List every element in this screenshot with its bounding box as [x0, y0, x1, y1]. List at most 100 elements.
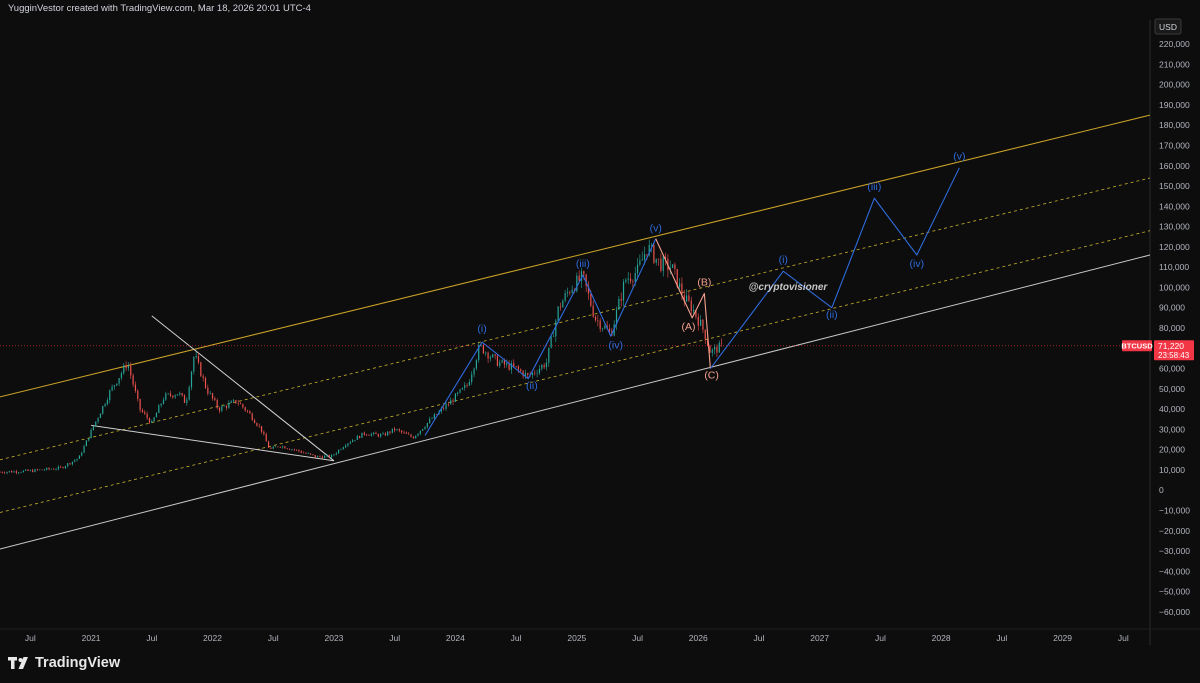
- candle-body: [548, 347, 550, 363]
- y-tick-label: −30,000: [1159, 546, 1190, 556]
- candle-body: [445, 404, 447, 409]
- candle-body: [536, 373, 538, 374]
- candle-body: [478, 345, 480, 361]
- candle-body: [18, 472, 20, 474]
- candle-body: [195, 356, 197, 358]
- candle-body: [466, 385, 468, 386]
- candle-body: [48, 467, 50, 470]
- wave-label[interactable]: (C): [704, 370, 719, 382]
- candle-body: [695, 309, 697, 317]
- wave-label[interactable]: (v): [953, 151, 965, 163]
- candle-body: [298, 449, 300, 452]
- footer-brand[interactable]: TradingView: [8, 655, 120, 671]
- candle-body: [267, 441, 270, 448]
- candle-body: [139, 398, 141, 410]
- candle-body: [90, 430, 92, 439]
- wave-label[interactable]: (iii): [576, 258, 590, 270]
- channel-line-lower[interactable]: [0, 254, 1150, 550]
- candle-body: [655, 258, 657, 263]
- candle-body: [55, 469, 57, 470]
- candle-body: [97, 417, 99, 422]
- last-price-tag: BTCUSD 71,220 23:58:43: [1121, 340, 1194, 361]
- currency-button[interactable]: USD: [1154, 18, 1182, 35]
- candle-body: [391, 428, 393, 433]
- trend-line-ascending[interactable]: [91, 424, 335, 462]
- x-tick-label: 2026: [689, 633, 708, 643]
- wave-label[interactable]: (iv): [910, 258, 925, 270]
- candle-body: [246, 410, 249, 412]
- y-tick-label: −40,000: [1159, 566, 1190, 576]
- impulse-wave-path[interactable]: [424, 238, 657, 436]
- wave-label[interactable]: (i): [477, 323, 486, 335]
- wave-label[interactable]: (A): [682, 321, 696, 333]
- wave-label[interactable]: (v): [650, 223, 662, 235]
- candle-body: [256, 423, 258, 426]
- candle-body: [459, 389, 461, 393]
- candle-body: [625, 279, 627, 282]
- trend-line-descending[interactable]: [151, 315, 335, 462]
- time-axis[interactable]: Jul 2021 Jul 2022 Jul 2023 Jul 2024 Jul 2025 Jul 20…: [25, 633, 1129, 643]
- candle-body: [494, 354, 496, 356]
- candle-body: [216, 400, 218, 408]
- channel-line-mid-lower[interactable]: [0, 230, 1150, 513]
- candle-body: [520, 369, 522, 372]
- candle-body: [485, 352, 487, 354]
- candle-body: [155, 413, 158, 418]
- candle-body: [230, 401, 232, 404]
- watermark-text: @cryptovisioner: [749, 282, 829, 293]
- candle-body: [475, 360, 478, 369]
- candle-body: [92, 426, 95, 431]
- x-tick-label: Jul: [268, 633, 279, 643]
- plot-area[interactable]: @cryptovisioner (i) (ii) (iii) (iv) (v) (A) (B…: [0, 114, 1150, 550]
- wave-label[interactable]: (ii): [526, 380, 538, 392]
- candle-body: [662, 256, 664, 271]
- candle-body: [53, 468, 55, 470]
- candle-body: [169, 393, 172, 396]
- candle-body: [594, 316, 597, 321]
- price-axis[interactable]: 220,000 210,000 200,000 190,000 180,000 170,0…: [1159, 39, 1190, 617]
- wave-label[interactable]: (iii): [867, 181, 881, 193]
- candle-body: [237, 403, 239, 404]
- wave-label[interactable]: (B): [697, 276, 711, 288]
- candle-body: [697, 316, 699, 326]
- wave-label[interactable]: (iv): [608, 339, 623, 351]
- candle-body: [29, 470, 31, 471]
- candlesticks: [0, 239, 723, 475]
- candle-body: [543, 365, 545, 368]
- candle-body: [709, 345, 711, 353]
- candle-body: [111, 386, 113, 391]
- candle-body: [190, 371, 193, 388]
- candle-body: [331, 455, 333, 458]
- y-tick-label: 190,000: [1159, 100, 1190, 110]
- candle-body: [141, 409, 144, 413]
- channel-line-mid-upper[interactable]: [0, 177, 1150, 461]
- candle-body: [702, 319, 704, 330]
- candle-body: [671, 264, 674, 268]
- candle-body: [396, 429, 398, 431]
- wave-label[interactable]: (i): [779, 254, 788, 266]
- candle-body: [39, 469, 41, 471]
- candle-body: [60, 466, 62, 468]
- corrective-wave-path[interactable]: [655, 238, 711, 369]
- channel-line-upper[interactable]: [0, 114, 1150, 398]
- candle-body: [583, 271, 585, 275]
- candle-body: [513, 363, 515, 367]
- candle-body: [116, 383, 118, 386]
- projection-wave-path[interactable]: [709, 167, 960, 369]
- candle-body: [153, 417, 155, 421]
- candle-body: [508, 363, 510, 370]
- wave-label[interactable]: (ii): [826, 309, 838, 321]
- candle-body: [239, 403, 242, 405]
- candle-body: [62, 467, 64, 469]
- candle-body: [347, 443, 349, 446]
- y-tick-label: 90,000: [1159, 303, 1185, 313]
- candle-body: [487, 352, 489, 359]
- candle-body: [284, 446, 286, 449]
- candle-body: [403, 432, 405, 433]
- candle-body: [664, 256, 667, 259]
- candle-body: [648, 244, 650, 256]
- candle-body: [333, 454, 335, 456]
- candle-body: [683, 295, 685, 302]
- candle-body: [620, 298, 622, 301]
